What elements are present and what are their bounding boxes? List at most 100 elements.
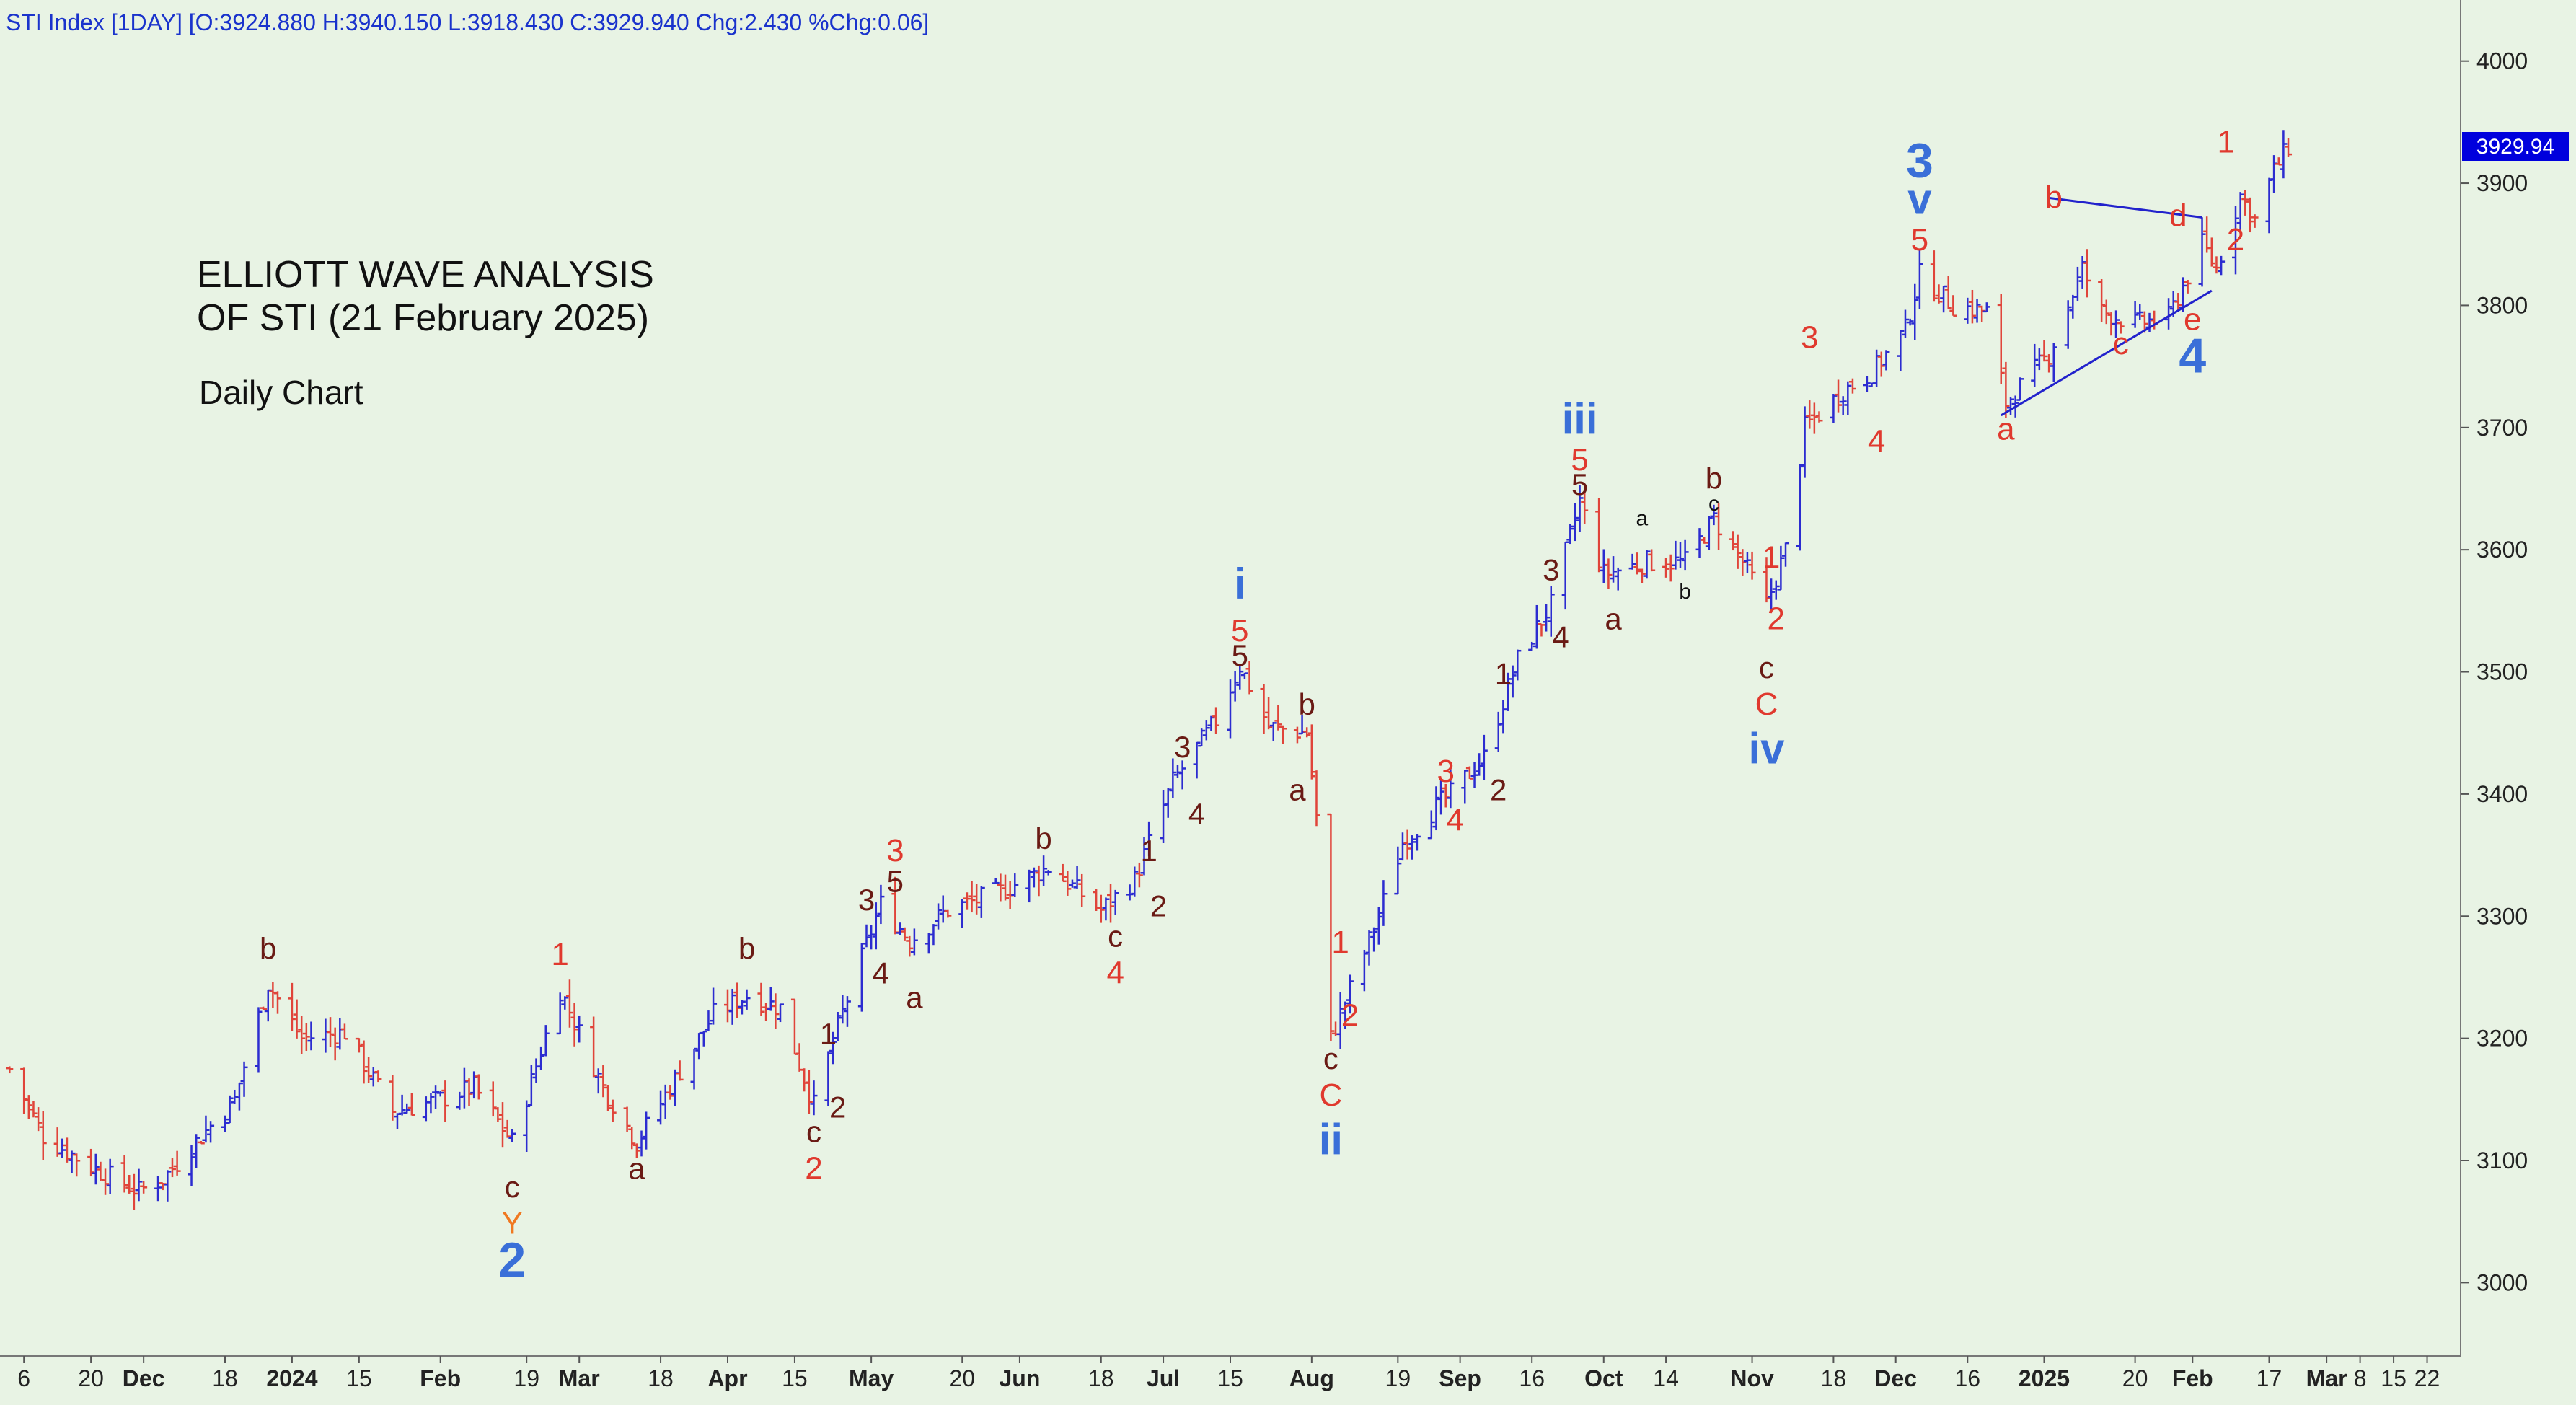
ohlc-bar	[1269, 721, 1277, 741]
ohlc-bar	[1638, 568, 1646, 583]
x-tick-label: 14	[1653, 1365, 1679, 1391]
ohlc-bar	[565, 979, 573, 1028]
ohlc-bar	[2083, 249, 2091, 298]
wave-label: 4	[1447, 803, 1464, 838]
ohlc-bar	[164, 1170, 172, 1202]
ohlc-bar	[2213, 256, 2220, 274]
ohlc-bar	[805, 1070, 813, 1114]
wave-label: 4	[1552, 620, 1569, 654]
y-tick-label: 3300	[2476, 903, 2528, 929]
ohlc-bar	[973, 884, 981, 915]
ohlc-bar	[2040, 340, 2048, 362]
ohlc-bar	[2280, 130, 2288, 179]
x-tick-label: Dec	[1874, 1365, 1917, 1391]
x-tick-label: Aug	[1289, 1365, 1334, 1391]
x-tick-label: 20	[949, 1365, 975, 1391]
x-tick-label: Apr	[707, 1365, 747, 1391]
chart-header: STI Index [1DAY] [O:3924.880 H:3940.150 …	[6, 9, 929, 35]
ohlc-bar	[1701, 537, 1708, 544]
ohlc-bar	[2002, 361, 2010, 418]
ohlc-bar	[743, 989, 751, 1010]
ohlc-bar	[441, 1080, 449, 1122]
ohlc-bar	[1906, 318, 1914, 326]
wave-label: d	[2169, 198, 2187, 233]
wave-label: i	[1234, 560, 1246, 608]
ohlc-bar	[499, 1102, 507, 1148]
ohlc-bar	[1715, 503, 1723, 551]
wave-label: 3	[886, 833, 904, 868]
ohlc-bar	[1576, 485, 1584, 532]
x-tick-label: May	[849, 1365, 894, 1391]
ohlc-bar	[1863, 376, 1871, 392]
wave-label: 5	[1232, 638, 1248, 672]
ohlc-bar	[1571, 503, 1579, 542]
ohlc-bar	[120, 1155, 128, 1193]
ohlc-bar	[1240, 672, 1248, 679]
triangle-trendline	[2000, 289, 2213, 417]
ohlc-bar	[757, 982, 765, 1016]
ohlc-bar	[700, 1030, 707, 1047]
ohlc-bar	[68, 1150, 76, 1173]
wave-label: c	[1759, 651, 1774, 684]
wave-label: 2	[1490, 772, 1507, 806]
x-tick-label: Feb	[420, 1365, 461, 1391]
ohlc-bar	[992, 878, 1000, 884]
ohlc-bar	[39, 1111, 47, 1160]
ohlc-bar	[623, 1106, 631, 1132]
wave-label: a	[1997, 412, 2015, 447]
wave-label: 5	[1571, 467, 1588, 501]
ohlc-bar	[834, 1012, 842, 1041]
x-tick-label: 19	[513, 1365, 539, 1391]
ohlc-bar	[374, 1070, 382, 1083]
ohlc-bar	[810, 1080, 818, 1116]
ohlc-bar	[202, 1115, 210, 1143]
wave-label: 4	[2179, 329, 2206, 384]
ohlc-bar	[427, 1093, 435, 1114]
ohlc-bar	[1695, 528, 1703, 558]
ohlc-bar	[738, 1000, 746, 1015]
ohlc-bar	[2165, 298, 2173, 330]
ohlc-bar	[1476, 753, 1483, 776]
y-tick-label: 3200	[2476, 1026, 2528, 1052]
ohlc-bar	[1911, 283, 1919, 340]
ohlc-bar	[106, 1158, 114, 1194]
ohlc-bar	[1628, 553, 1636, 570]
ohlc-bar	[666, 1085, 674, 1100]
ohlc-bar	[2251, 214, 2259, 228]
ohlc-bar	[1102, 897, 1110, 921]
wave-label: 3	[1801, 320, 1818, 356]
wave-label: c	[1323, 1041, 1338, 1075]
ohlc-bar	[1648, 549, 1656, 572]
ohlc-bar	[1164, 788, 1172, 818]
wave-label: 4	[873, 956, 889, 990]
ohlc-bar	[590, 1016, 598, 1078]
ohlc-bar	[643, 1111, 650, 1150]
ohlc-bar	[1882, 350, 1890, 371]
x-tick-label: Mar	[559, 1365, 600, 1391]
ohlc-bar	[1643, 550, 1651, 579]
ohlc-bar	[331, 1027, 339, 1061]
ohlc-bar	[1044, 870, 1052, 876]
ohlc-bar	[1676, 542, 1684, 568]
ohlc-bar	[1504, 672, 1512, 711]
last-price-badge-bg	[2462, 132, 2569, 161]
wave-label: 1	[1495, 656, 1512, 690]
x-tick-label: 15	[2381, 1365, 2407, 1391]
wave-label: 1	[1140, 834, 1157, 868]
ohlc-bar	[1944, 276, 1952, 309]
ohlc-bar	[1935, 284, 1943, 304]
ohlc-bar	[1796, 464, 1804, 551]
ohlc-bar	[1274, 705, 1282, 731]
wave-label: v	[1907, 175, 1932, 223]
ohlc-bar	[360, 1040, 368, 1084]
ohlc-bar	[604, 1085, 612, 1111]
ohlc-bar	[777, 1003, 785, 1023]
ohlc-bar	[1461, 770, 1469, 804]
ohlc-bar	[298, 1016, 306, 1054]
wave-label: C	[1755, 687, 1778, 722]
x-tick-label: Jul	[1147, 1365, 1180, 1391]
ohlc-bar	[1940, 285, 1948, 313]
ohlc-bar	[561, 996, 569, 1010]
ohlc-bar	[1360, 949, 1368, 992]
ohlc-bar	[1605, 558, 1613, 589]
